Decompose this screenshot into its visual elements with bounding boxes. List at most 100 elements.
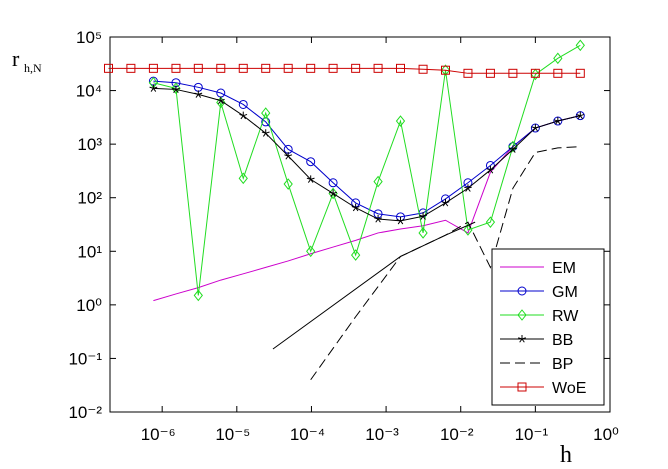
marker bbox=[395, 63, 405, 73]
marker bbox=[238, 172, 248, 185]
legend-label: GM bbox=[552, 284, 578, 301]
marker bbox=[216, 96, 226, 109]
marker bbox=[485, 68, 495, 78]
legend-label: RW bbox=[552, 308, 579, 325]
marker bbox=[508, 140, 518, 153]
marker bbox=[531, 124, 540, 132]
marker bbox=[351, 63, 361, 73]
marker bbox=[418, 64, 428, 74]
series-line bbox=[272, 221, 476, 350]
marker bbox=[306, 63, 316, 73]
marker bbox=[238, 99, 248, 109]
marker bbox=[441, 198, 450, 207]
x-tick-label: 10⁻³ bbox=[365, 425, 399, 444]
series-line bbox=[310, 146, 581, 381]
y-label: r bbox=[12, 46, 20, 71]
marker bbox=[171, 63, 181, 73]
marker bbox=[530, 68, 540, 78]
marker bbox=[508, 68, 518, 78]
marker bbox=[171, 82, 181, 95]
y-label-subscript: h,N bbox=[24, 61, 42, 75]
marker bbox=[485, 216, 496, 228]
marker bbox=[463, 68, 473, 78]
marker bbox=[575, 68, 585, 78]
series-line bbox=[108, 67, 581, 74]
marker bbox=[149, 84, 158, 92]
x-tick-label: 10⁰ bbox=[593, 425, 619, 444]
marker bbox=[351, 203, 360, 212]
marker bbox=[530, 68, 541, 81]
legend-label: EM bbox=[552, 260, 576, 277]
marker bbox=[283, 63, 293, 73]
y-tick-label: 10⁻¹ bbox=[68, 349, 102, 368]
marker bbox=[238, 63, 248, 73]
y-tick-label: 10¹ bbox=[77, 242, 102, 261]
legend-box bbox=[491, 248, 605, 406]
marker bbox=[508, 145, 517, 153]
series-line bbox=[153, 115, 581, 302]
x-tick-label: 10⁻⁶ bbox=[141, 425, 176, 444]
y-tick-label: 10⁻² bbox=[68, 403, 102, 422]
legend-marker bbox=[517, 382, 527, 392]
marker bbox=[395, 115, 406, 127]
x-tick-label: 10⁻⁴ bbox=[290, 425, 325, 444]
marker bbox=[239, 111, 248, 120]
marker bbox=[148, 63, 158, 73]
marker bbox=[440, 64, 451, 77]
series-line bbox=[153, 87, 581, 222]
marker bbox=[328, 63, 338, 73]
legend-marker bbox=[518, 335, 526, 343]
marker bbox=[194, 90, 203, 98]
marker bbox=[440, 65, 450, 75]
x-tick-label: 10⁻⁵ bbox=[215, 425, 250, 444]
series-line bbox=[153, 44, 581, 296]
x-tick-label: 10⁻¹ bbox=[515, 425, 549, 444]
marker bbox=[553, 52, 563, 65]
marker bbox=[261, 129, 270, 137]
marker bbox=[283, 178, 293, 190]
y-tick-label: 10⁰ bbox=[76, 296, 102, 315]
marker bbox=[104, 63, 114, 73]
y-tick-label: 10³ bbox=[77, 135, 102, 154]
marker bbox=[261, 63, 271, 73]
legend-label: BP bbox=[552, 356, 573, 373]
marker bbox=[374, 215, 383, 223]
plot-frame bbox=[109, 36, 611, 413]
marker bbox=[351, 249, 361, 261]
marker bbox=[193, 289, 203, 302]
marker bbox=[575, 39, 585, 52]
marker bbox=[306, 157, 316, 167]
marker bbox=[576, 111, 585, 120]
marker bbox=[329, 189, 338, 198]
x-label: h bbox=[560, 442, 572, 468]
marker bbox=[171, 85, 180, 93]
marker bbox=[306, 175, 315, 183]
legend-marker bbox=[517, 309, 527, 321]
plot-series bbox=[104, 39, 585, 381]
legend-marker bbox=[517, 286, 527, 296]
marker bbox=[306, 245, 316, 258]
marker bbox=[193, 63, 203, 73]
marker bbox=[418, 227, 428, 239]
marker bbox=[373, 63, 383, 73]
y-tick-label: 10⁵ bbox=[76, 28, 102, 47]
marker bbox=[419, 212, 428, 220]
y-tick-label: 10² bbox=[77, 189, 102, 208]
marker bbox=[396, 216, 405, 225]
marker bbox=[328, 178, 338, 188]
marker bbox=[373, 175, 383, 188]
marker bbox=[216, 63, 226, 73]
legend-label: BB bbox=[552, 332, 573, 349]
marker bbox=[553, 68, 563, 78]
marker bbox=[486, 165, 495, 174]
y-tick-label: 10⁴ bbox=[76, 82, 102, 101]
marker bbox=[261, 107, 271, 119]
x-tick-label: 10⁻² bbox=[440, 425, 474, 444]
marker bbox=[126, 63, 136, 73]
marker bbox=[216, 96, 225, 105]
marker bbox=[463, 184, 472, 192]
marker bbox=[284, 152, 293, 160]
legend-label: WoE bbox=[552, 380, 586, 397]
marker bbox=[553, 117, 562, 125]
